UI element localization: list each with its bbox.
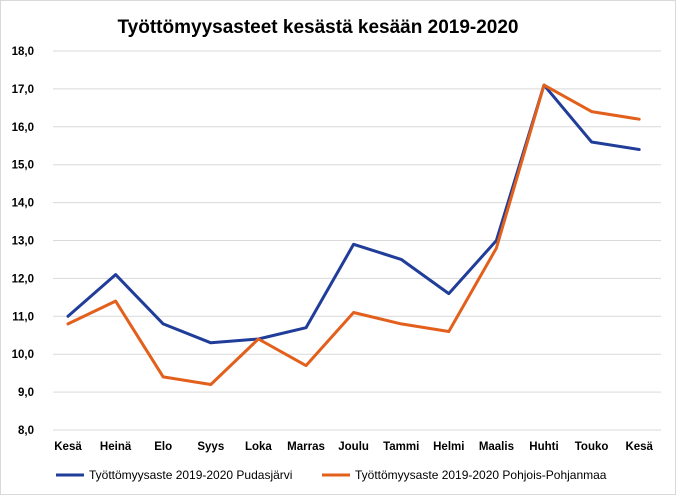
y-tick-label: 18,0 [12, 46, 34, 58]
x-axis-ticks: Kesä Heinä Elo Syys Loka Marras Joulu Tammi Helm… [54, 441, 653, 453]
x-tick-label: Marras [287, 441, 325, 453]
x-tick-label: Heinä [100, 441, 132, 453]
y-tick-label: 17,0 [12, 84, 34, 96]
series-line-2 [66, 83, 641, 386]
x-tick-label: Joulu [338, 441, 369, 453]
legend: Työttömyysaste 2019-2020 Pudasjärvi Tyött… [56, 468, 607, 482]
x-tick-label: Elo [154, 441, 172, 453]
y-tick-label: 13,0 [12, 236, 34, 248]
x-tick-label: Tammi [383, 441, 419, 453]
x-tick-label: Syys [197, 441, 224, 453]
x-tick-label: Touko [575, 441, 609, 453]
y-tick-label: 9,0 [18, 387, 34, 399]
chart-title: Työttömyysasteet kesästä kesään 2019-202… [117, 17, 518, 38]
y-axis-ticks: 8,0 9,0 10,0 11,0 12,0 13,0 14,0 15,0 16,0 17,0 18… [12, 46, 34, 437]
y-tick-label: 15,0 [12, 160, 34, 172]
series-lines [66, 83, 641, 386]
legend-label-2: Työttömyysaste 2019-2020 Pohjois-Pohjanm… [355, 468, 607, 482]
gridlines [53, 50, 661, 431]
x-tick-label: Kesä [54, 441, 82, 453]
legend-label-1: Työttömyysaste 2019-2020 Pudasjärvi [89, 468, 292, 482]
x-tick-label: Helmi [433, 441, 464, 453]
y-tick-label: 14,0 [12, 198, 34, 210]
y-tick-label: 16,0 [12, 122, 34, 134]
x-tick-label: Maalis [479, 441, 514, 453]
x-tick-label: Loka [245, 441, 272, 453]
x-tick-label: Kesä [625, 441, 653, 453]
y-tick-label: 10,0 [12, 349, 34, 361]
y-tick-label: 12,0 [12, 273, 34, 285]
y-tick-label: 8,0 [18, 425, 34, 437]
y-tick-label: 11,0 [12, 311, 34, 323]
x-tick-label: Huhti [529, 441, 558, 453]
